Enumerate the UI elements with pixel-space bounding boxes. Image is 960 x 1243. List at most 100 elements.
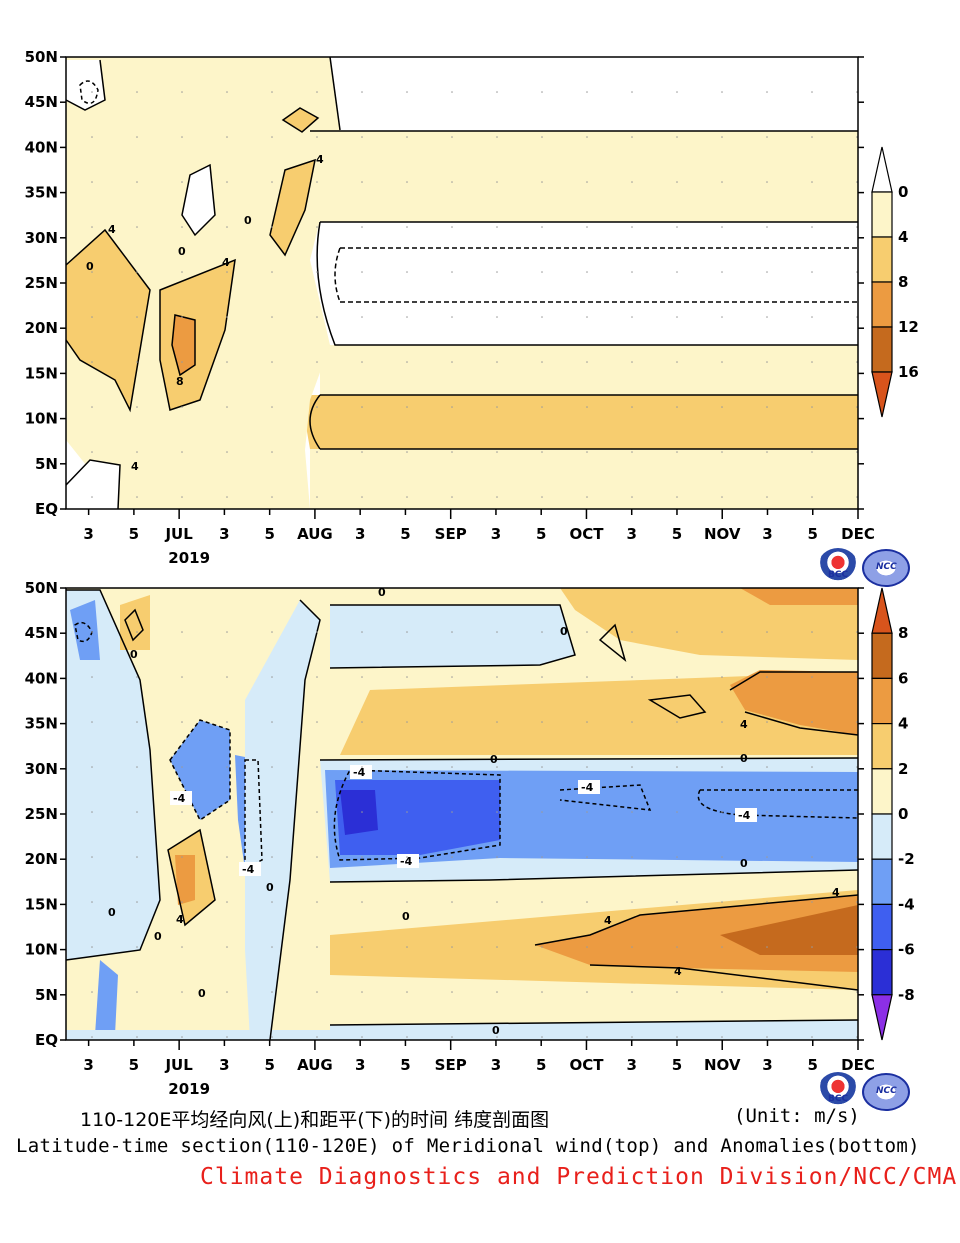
top-x-label: 5 <box>672 525 682 543</box>
bcc-logo-top <box>818 548 858 584</box>
top-y-label: 50N <box>25 48 58 66</box>
top-x-label: 5 <box>536 525 546 543</box>
bcc-logo-bottom <box>818 1072 858 1108</box>
top-x-label: DEC <box>841 525 875 543</box>
top-colorbar-swatch <box>871 236 893 283</box>
bottom-colorbar-swatch <box>871 903 893 951</box>
bottom-x-label: AUG <box>297 1056 333 1074</box>
top-x-label: JUL <box>164 525 193 543</box>
bottom-colorbar-label: 0 <box>898 805 908 823</box>
bottom-y-label: 45N <box>25 624 58 642</box>
top-x-label: 5 <box>129 525 139 543</box>
bottom-x-axis: 3 5 JUL 2019 3 5 AUG 3 5 SEP 3 5 OCT 3 5 NOV 3 5 DEC <box>83 1040 875 1098</box>
bottom-colorbar-cap-top <box>871 587 893 634</box>
bottom-colorbar-cap-bottom <box>871 994 893 1041</box>
top-colorbar-swatch <box>871 326 893 373</box>
top-x-label: 3 <box>491 525 501 543</box>
bottom-colorbar-swatch <box>871 768 893 815</box>
top-y-label: 35N <box>25 184 58 202</box>
bottom-x-label: 3 <box>762 1056 772 1074</box>
top-x-label: NOV <box>704 525 741 543</box>
caption-english: Latitude-time section(110-120E) of Merid… <box>16 1135 920 1157</box>
bottom-colorbar-label: -4 <box>898 895 915 913</box>
bottom-x-year: 2019 <box>168 1080 210 1098</box>
bottom-y-label: 30N <box>25 760 58 778</box>
top-x-label: 5 <box>400 525 410 543</box>
bottom-y-label: 20N <box>25 850 58 868</box>
bottom-colorbar-label: 6 <box>898 669 908 687</box>
bottom-x-label: 3 <box>626 1056 636 1074</box>
bottom-colorbar-label: 4 <box>898 715 908 733</box>
bottom-x-label: 3 <box>219 1056 229 1074</box>
bottom-colorbar-label: 8 <box>898 624 908 642</box>
top-colorbar-label: 0 <box>898 183 908 201</box>
top-x-label: 3 <box>219 525 229 543</box>
bottom-x-label: SEP <box>435 1056 467 1074</box>
top-colorbar-label: 4 <box>898 228 908 246</box>
top-y-label: 15N <box>25 364 58 382</box>
top-y-label: EQ <box>35 500 58 518</box>
bottom-x-label: OCT <box>569 1056 604 1074</box>
top-y-label: 40N <box>25 138 58 156</box>
caption-chinese: 110-120E平均经向风(上)和距平(下)的时间 纬度剖面图 <box>80 1109 550 1131</box>
top-x-label: AUG <box>297 525 333 543</box>
top-panel: 4 4 0 0 0 4 8 4 EQ5N10N15N20N25N30N35N40… <box>25 48 919 567</box>
bcc-logo-text-top: BCC <box>828 570 849 580</box>
bottom-colorbar-swatch <box>871 632 893 680</box>
top-dots <box>66 57 858 509</box>
bottom-colorbar-label: -8 <box>898 986 915 1004</box>
top-y-label: 30N <box>25 229 58 247</box>
caption-credit: Climate Diagnostics and Prediction Divis… <box>200 1164 958 1190</box>
bottom-colorbar-label: -2 <box>898 850 915 868</box>
top-colorbar-cap-bottom <box>871 371 893 418</box>
top-y-label: 20N <box>25 319 58 337</box>
top-colorbar-swatch <box>871 191 893 238</box>
top-colorbar: 0 4 8 12 16 <box>871 146 919 418</box>
top-y-label: 5N <box>35 455 58 473</box>
bottom-y-label: 10N <box>25 941 58 959</box>
top-x-label: 3 <box>83 525 93 543</box>
bottom-colorbar-swatch <box>871 677 893 725</box>
top-colorbar-swatch <box>871 281 893 328</box>
ncc-logo-bottom <box>862 1073 910 1111</box>
top-x-label: OCT <box>569 525 604 543</box>
top-y-label: 45N <box>25 93 58 111</box>
bottom-x-label: DEC <box>841 1056 875 1074</box>
bottom-y-label: 40N <box>25 669 58 687</box>
bottom-dots <box>66 588 858 1040</box>
ncc-logo-text-top: NCC <box>876 562 897 572</box>
top-x-label: 3 <box>762 525 772 543</box>
top-y-label: 25N <box>25 274 58 292</box>
ncc-logo-top <box>862 549 910 587</box>
bottom-colorbar-label: 2 <box>898 760 908 778</box>
top-y-label: 10N <box>25 410 58 428</box>
bottom-panel: 0 0 0 4 0 0 -4 -4 -4 -4 -4 -4 0 0 4 0 0 … <box>25 579 915 1098</box>
bcc-logo-text-bottom: BCC <box>828 1094 849 1104</box>
caption-unit: (Unit: m/s) <box>734 1105 860 1127</box>
top-x-label: 3 <box>355 525 365 543</box>
bottom-y-label: 25N <box>25 805 58 823</box>
bottom-x-label: NOV <box>704 1056 741 1074</box>
bottom-x-label: 5 <box>808 1056 818 1074</box>
bottom-x-label: 5 <box>672 1056 682 1074</box>
bottom-y-label: 15N <box>25 895 58 913</box>
ncc-logo-text-bottom: NCC <box>876 1086 897 1096</box>
top-x-label: 5 <box>264 525 274 543</box>
bottom-colorbar-swatch <box>871 948 893 996</box>
top-x-label: 3 <box>626 525 636 543</box>
bottom-y-label: 50N <box>25 579 58 597</box>
bottom-x-label: 5 <box>264 1056 274 1074</box>
bottom-colorbar-swatch <box>871 813 893 860</box>
top-x-axis: 3 5 JUL 2019 3 5 AUG 3 5 SEP 3 5 OCT 3 5 NOV 3 5 DEC <box>83 509 875 567</box>
top-colorbar-label: 8 <box>898 273 908 291</box>
top-colorbar-label: 16 <box>898 363 919 381</box>
top-x-label: SEP <box>435 525 467 543</box>
bottom-x-label: 3 <box>491 1056 501 1074</box>
bottom-colorbar-swatch <box>871 722 893 770</box>
bottom-x-label: JUL <box>164 1056 193 1074</box>
bottom-y-label: 35N <box>25 715 58 733</box>
bottom-colorbar-swatch <box>871 858 893 906</box>
top-y-axis: EQ 5N 10N 15N 20N 25N 30N 35N 40N 45N 50N <box>25 48 864 518</box>
bottom-x-label: 5 <box>536 1056 546 1074</box>
